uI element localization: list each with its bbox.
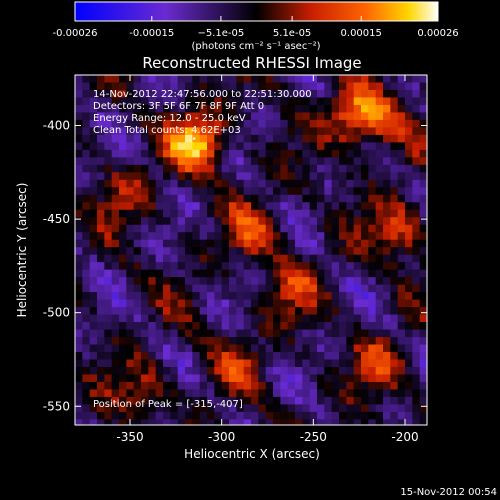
plot-frame [74,74,428,426]
annotation-detectors: Detectors: 3F 5F 6F 7F 8F 9F Att 0 [93,101,264,112]
annotation-block: 14-Nov-2012 22:47:56.000 to 22:51:30.000… [93,89,312,410]
colorbar-ticks: -0.00026 -0.00015 −5.1e-05 5.1e-05 0.00015 0.… [53,16,459,39]
x-axis-label: Heliocentric X (arcsec) [184,447,320,461]
annotation-time-range: 14-Nov-2012 22:47:56.000 to 22:51:30.000 [93,89,312,100]
colorbar-tick-label: 0.00015 [341,28,382,39]
y-axis-label: Heliocentric Y (arcsec) [15,183,29,318]
colorbar-tick-label: 5.1e-05 [273,28,311,39]
colorbar: -0.00026 -0.00015 −5.1e-05 5.1e-05 0.00015 0.… [53,1,459,52]
colorbar-tick-label: −5.1e-05 [198,28,245,39]
annotation-peak-position: Position of Peak = [-315,-407] [93,399,243,410]
y-tick-label: -400 [43,119,70,133]
peak-marker [192,137,196,140]
colorbar-tick-label: -0.00026 [53,28,98,39]
x-axis-ticks: -350 -300 -250 -200 [116,75,419,444]
x-tick-label: -200 [391,430,418,444]
x-tick-label: -350 [116,430,143,444]
y-tick-label: -450 [43,212,70,226]
annotation-energy-range: Energy Range: 12.0 - 25.0 keV [93,113,246,124]
y-axis-ticks: -400 -450 -500 -550 [43,119,427,413]
colorbar-tick-label: 0.00026 [417,28,458,39]
y-tick-label: -500 [43,306,70,320]
colorbar-gradient [74,1,439,22]
y-tick-label: -550 [43,399,70,413]
colorbar-tick-label: -0.00015 [129,28,174,39]
colorbar-units-label: (photons cm⁻² s⁻¹ asec⁻²) [191,41,320,52]
footer-timestamp: 15-Nov-2012 00:54 [400,487,497,498]
chart-title: Reconstructed RHESSI Image [142,54,361,72]
x-tick-label: -250 [300,430,327,444]
plot-area: -350 -300 -250 -200 -400 -450 -500 -550 Helioc… [15,74,428,461]
annotation-clean-counts: Clean Total counts: 4.62E+03 [93,125,241,136]
heatmap-image [75,75,427,425]
x-tick-label: -300 [208,430,235,444]
